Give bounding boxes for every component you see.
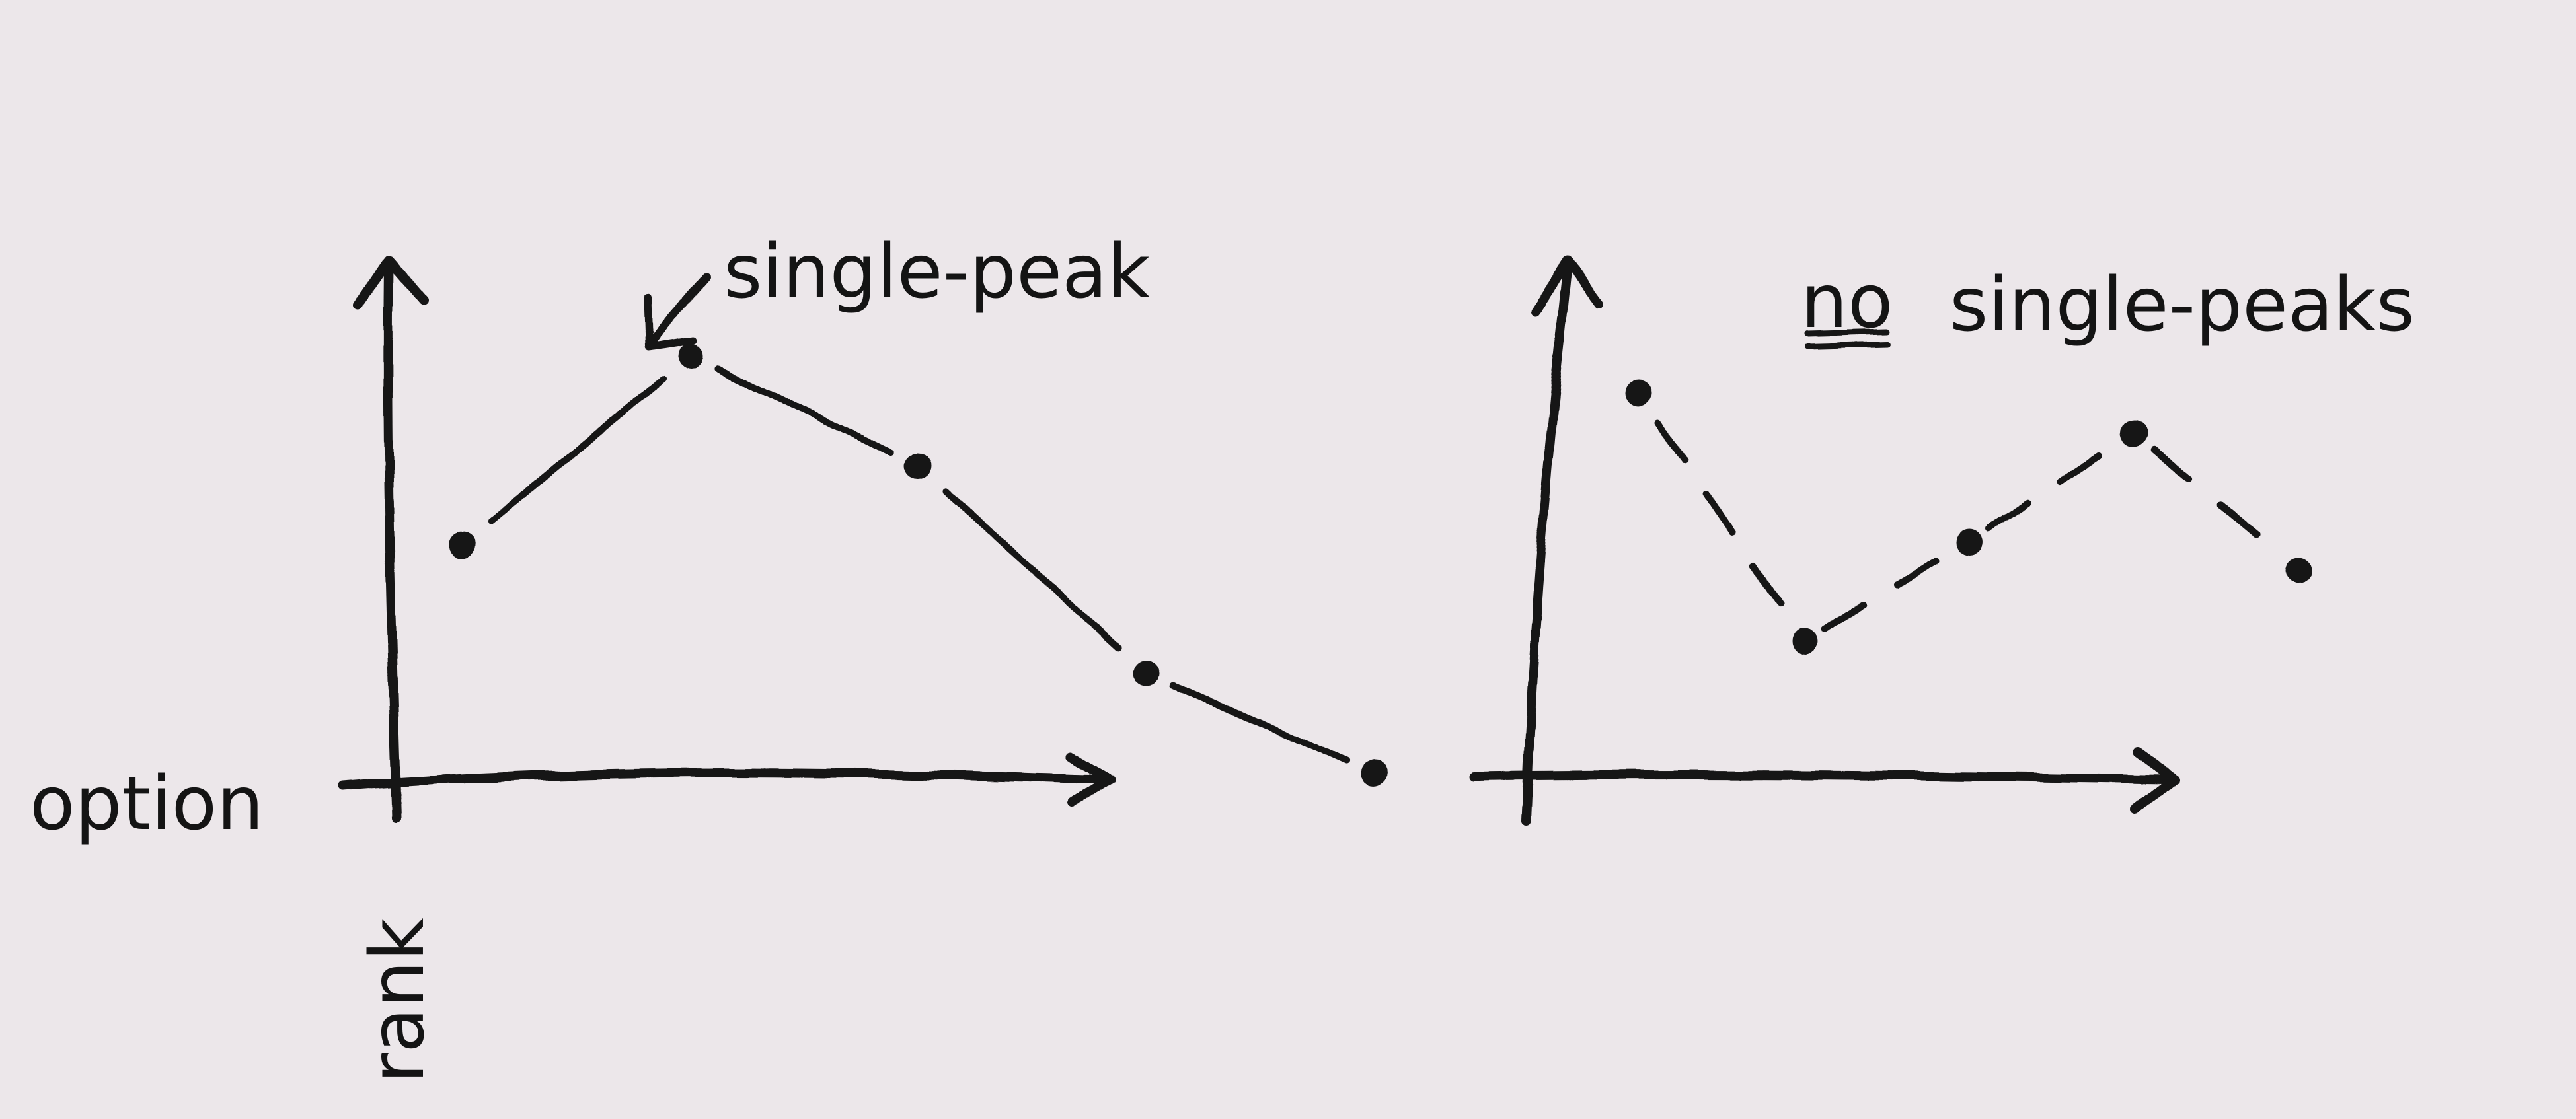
series-right [1626, 380, 2313, 654]
x-axis-arrowhead-left [1066, 752, 1115, 807]
right-series-segment [1655, 419, 1788, 614]
y-axis-arrowhead-right [1530, 256, 1604, 315]
x-axis-arrow-right [1469, 770, 2172, 784]
annotation-single-peaks: single-peaks [1950, 262, 2415, 348]
x-axis-arrowhead-right [2131, 748, 2179, 814]
annotation-underline [1804, 328, 1890, 350]
annotation-no: no [1801, 259, 1893, 345]
left-series-point [1361, 760, 1388, 786]
left-series-point [449, 532, 476, 558]
right-series-point [1626, 380, 1652, 406]
right-series-point [2121, 419, 2148, 446]
left-series-point [905, 452, 932, 479]
right-series-segment [1986, 442, 2118, 532]
x-axis-arrow-left [339, 768, 1108, 791]
chart-single-peak [339, 256, 1388, 824]
y-axis-arrowhead-left [352, 256, 428, 312]
left-series-segment [942, 487, 1123, 653]
left-series-segment [486, 376, 667, 526]
y-axis-label-rank: rank [355, 918, 441, 1083]
right-series-point [1956, 528, 1983, 555]
right-series-segment [2151, 446, 2283, 558]
right-series-point [1791, 628, 1817, 654]
left-series-segment [714, 366, 895, 456]
left-series-point [1133, 661, 1160, 687]
right-series-segment [1821, 550, 1953, 632]
annotation-arrow [644, 273, 711, 351]
y-axis-arrow-left [383, 260, 401, 824]
series-left [449, 343, 1388, 786]
chart-no-single-peaks [1469, 256, 2313, 827]
x-axis-label-option: option [30, 761, 264, 847]
y-axis-arrow-right [1522, 260, 1572, 827]
left-series-segment [1170, 682, 1351, 764]
annotation-single-peak: single-peak [724, 229, 1151, 315]
right-series-point [2287, 558, 2313, 585]
left-series-point [677, 343, 704, 370]
